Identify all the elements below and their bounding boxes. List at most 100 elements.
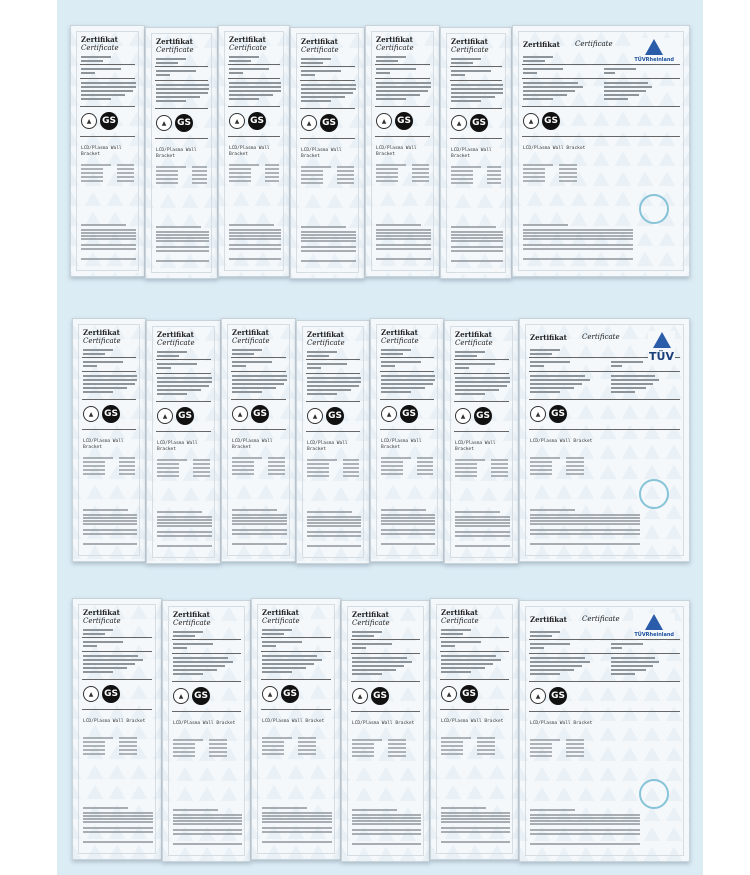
product-name: LCD/Plasma Wall Bracket	[229, 146, 270, 157]
divider	[529, 429, 680, 430]
text-line	[523, 258, 633, 260]
text-line	[268, 461, 285, 463]
text-line	[530, 533, 640, 535]
text-line	[451, 182, 473, 184]
text-line	[530, 543, 640, 545]
text-line	[173, 833, 242, 835]
text-line	[352, 814, 421, 816]
text-line	[156, 92, 208, 94]
certificate-frame: Zertifikat Certificate ▲ GS LCD/Plasma Wall …	[152, 326, 215, 558]
text-line	[455, 516, 510, 518]
text-line	[441, 633, 463, 635]
text-line	[477, 737, 495, 739]
text-line	[173, 751, 195, 753]
certificate-title-en: Certificate	[301, 46, 339, 54]
text-line	[307, 363, 347, 365]
tuv-mark-icon: ▲	[83, 406, 99, 422]
text-line	[156, 84, 209, 86]
text-line	[530, 755, 552, 757]
certificate-frame: Zertifikat Certificate ▲ GS LCD/Plasma Wall …	[257, 604, 335, 854]
text-line	[376, 68, 416, 70]
text-line	[611, 383, 653, 385]
text-line	[530, 631, 560, 633]
certificate-frame: Zertifikat Certificate ▲ GS LCD/Plasma Wall …	[227, 324, 290, 556]
text-line	[262, 633, 284, 635]
text-line	[566, 465, 584, 467]
text-line	[352, 823, 421, 825]
text-line	[491, 459, 508, 461]
text-line	[559, 176, 577, 178]
certificate-title-de: Zertifikat	[376, 35, 413, 44]
text-line	[173, 669, 217, 671]
text-line	[352, 665, 404, 667]
text-line	[268, 457, 285, 459]
text-line	[83, 807, 128, 809]
text-line	[451, 96, 495, 98]
text-line	[530, 739, 560, 741]
product-name: LCD/Plasma Wall Bracket	[81, 146, 122, 157]
text-line	[83, 349, 113, 351]
text-line	[566, 739, 584, 741]
text-line	[209, 751, 227, 753]
divider	[454, 431, 509, 432]
text-line	[229, 60, 251, 62]
divider	[156, 431, 211, 432]
text-line	[307, 367, 321, 369]
certificate-title-en: Certificate	[262, 617, 300, 625]
divider	[375, 64, 430, 65]
text-line	[441, 821, 510, 823]
mark-logos: ▲ GS	[441, 685, 478, 703]
text-line	[441, 741, 463, 743]
text-line	[83, 461, 105, 463]
mark-logos: ▲ GS	[451, 114, 488, 132]
text-line	[381, 465, 403, 467]
certificate: Zertifikat Certificate ▲ GS LCD/Plasma Wall …	[365, 25, 440, 277]
tuv-mark-icon: ▲	[530, 688, 546, 704]
text-line	[566, 755, 584, 757]
text-line	[229, 235, 281, 237]
text-line	[451, 237, 503, 239]
mark-logos: ▲ GS	[352, 687, 389, 705]
text-line	[487, 166, 501, 168]
text-line	[157, 459, 187, 461]
text-line	[455, 467, 477, 469]
text-line	[530, 665, 582, 667]
divider	[306, 431, 360, 432]
divider	[231, 371, 286, 372]
certificate: Zertifikat Certificate ▲ GS LCD/Plasma Wall …	[519, 318, 690, 562]
text-line	[157, 467, 179, 469]
text-line	[343, 459, 359, 461]
text-line	[229, 90, 281, 92]
text-line	[455, 545, 510, 547]
text-line	[381, 349, 411, 351]
text-line	[559, 164, 577, 166]
text-line	[307, 522, 361, 524]
text-line	[156, 250, 209, 252]
text-line	[451, 100, 481, 102]
divider	[450, 138, 502, 139]
certificate-title-de: Zertifikat	[381, 328, 418, 337]
certificate: Zertifikat Certificate ▲ GS LCD/Plasma Wall …	[251, 598, 341, 860]
text-line	[229, 168, 251, 170]
text-line	[119, 745, 137, 747]
divider	[228, 136, 280, 137]
text-line	[157, 519, 212, 521]
text-line	[441, 645, 455, 647]
certificate: Zertifikat Certificate ▲ GS LCD/Plasma Wall …	[145, 27, 218, 279]
text-line	[81, 238, 136, 240]
text-line	[173, 635, 195, 637]
text-line	[388, 751, 406, 753]
text-line	[441, 641, 481, 643]
text-line	[441, 659, 501, 661]
text-line	[157, 351, 187, 353]
text-line	[381, 509, 426, 511]
text-line	[81, 90, 133, 92]
text-line	[487, 182, 501, 184]
text-line	[566, 743, 584, 745]
text-line	[604, 68, 636, 70]
certificate: Zertifikat Certificate ▲ GS LCD/Plasma Wall …	[444, 320, 519, 564]
text-line	[268, 469, 285, 471]
mark-logos: ▲ GS	[156, 114, 193, 132]
text-line	[83, 645, 97, 647]
mark-logos: ▲ GS	[262, 685, 299, 703]
